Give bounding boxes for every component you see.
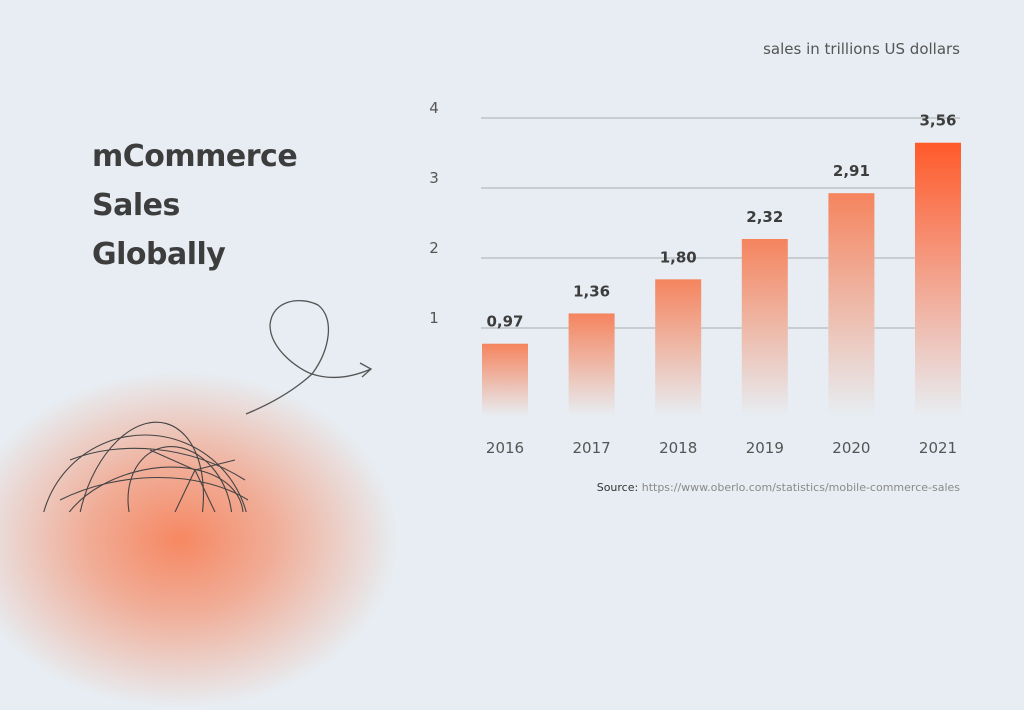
source-link[interactable]: https://www.oberlo.com/statistics/mobile…: [641, 481, 960, 494]
decorations: [43, 299, 373, 512]
y-tick-label: 4: [429, 99, 439, 117]
y-tick-label: 3: [429, 169, 439, 187]
source-note: Source: https://www.oberlo.com/statistic…: [597, 481, 960, 494]
source-label: Source:: [596, 481, 639, 494]
bar-chart: 1 2 3 4 0,97 2016 1,36 2017 1,80 2018 2,32 2019 2,91…: [429, 99, 961, 457]
x-tick-label: 2019: [746, 439, 784, 457]
page-title: mCommerce Sales Globally: [92, 132, 298, 279]
data-label: 2,91: [833, 162, 870, 180]
globe-icon: [43, 421, 249, 512]
bar-2021: [915, 142, 961, 416]
x-tick-label: 2017: [573, 439, 611, 457]
title-line: Globally: [92, 237, 226, 272]
unit-label: sales in trillions US dollars: [763, 40, 960, 58]
y-tick-label: 1: [429, 309, 439, 327]
x-tick-label: 2018: [659, 439, 697, 457]
x-tick-label: 2020: [832, 439, 870, 457]
bar-2016: [482, 343, 528, 416]
title-line: mCommerce: [92, 139, 298, 174]
data-label: 1,80: [660, 248, 697, 266]
bar-2019: [741, 238, 788, 416]
y-tick-label: 2: [429, 239, 439, 257]
bar-2020: [828, 193, 875, 416]
title-line: Sales: [92, 188, 180, 223]
data-label: 0,97: [486, 313, 523, 331]
bar-2018: [655, 279, 702, 416]
data-label: 2,32: [746, 208, 783, 226]
bar-2017: [568, 313, 615, 416]
x-tick-label: 2021: [919, 439, 957, 457]
data-label: 3,56: [919, 112, 956, 130]
arrow-doodle-icon: [245, 299, 373, 415]
x-tick-label: 2016: [486, 439, 524, 457]
data-label: 1,36: [573, 282, 610, 300]
